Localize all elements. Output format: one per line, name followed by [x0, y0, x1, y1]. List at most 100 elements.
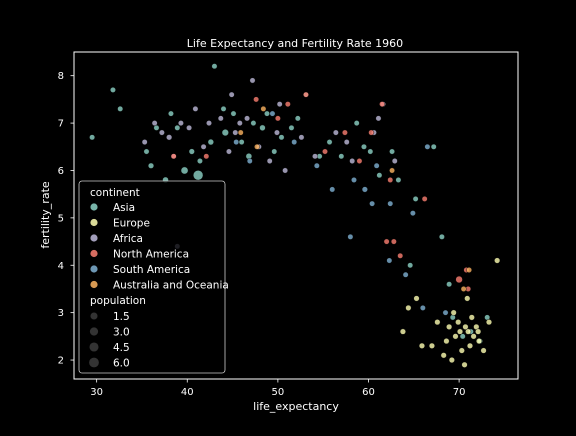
legend-size-label: 1.5: [113, 311, 130, 323]
legend-entry: Africa: [113, 233, 143, 245]
legend-size-label: 3.0: [113, 326, 130, 338]
data-point: [231, 111, 236, 116]
data-point: [239, 139, 244, 144]
data-point: [189, 149, 195, 155]
x-tick-label: 50: [272, 387, 285, 398]
data-point: [285, 101, 290, 106]
data-point: [212, 64, 217, 69]
y-tick-label: 8: [58, 71, 64, 82]
legend-entry: Australia and Oceania: [113, 279, 229, 291]
data-point: [403, 272, 408, 277]
data-point: [431, 144, 436, 149]
data-point: [274, 130, 279, 135]
legend-size-label: 6.0: [113, 357, 130, 369]
data-point: [441, 353, 447, 359]
data-point: [221, 106, 226, 111]
data-point: [414, 296, 420, 302]
legend-swatch: [90, 281, 97, 288]
data-point: [462, 362, 468, 368]
data-point: [233, 130, 238, 135]
chart-title: Life Expectancy and Fertility Rate 1960: [187, 37, 403, 50]
data-point: [388, 201, 393, 206]
data-point: [322, 149, 327, 154]
data-point: [465, 329, 471, 335]
y-tick-label: 4: [58, 261, 64, 272]
data-point: [148, 163, 154, 169]
data-point: [218, 116, 223, 121]
y-tick-label: 5: [58, 213, 64, 224]
data-point: [476, 338, 482, 344]
legend-swatch: [90, 265, 97, 272]
data-point: [229, 92, 234, 97]
data-point: [264, 111, 269, 116]
legend-swatch: [90, 250, 97, 257]
x-tick-label: 60: [362, 387, 375, 398]
data-point: [314, 163, 319, 168]
data-point: [327, 139, 332, 144]
legend-swatch: [90, 203, 97, 210]
data-point: [226, 149, 231, 154]
data-point: [333, 130, 338, 135]
data-point: [234, 139, 239, 144]
data-point: [469, 315, 475, 321]
data-point: [392, 158, 397, 163]
data-point: [279, 135, 284, 140]
legend-size-label: 4.5: [113, 342, 130, 354]
data-point: [166, 135, 172, 141]
data-point: [238, 130, 243, 135]
data-point: [435, 319, 441, 325]
data-point: [439, 234, 444, 239]
data-point: [272, 149, 277, 154]
legend-box: [79, 181, 225, 373]
data-point: [175, 125, 180, 130]
y-tick-label: 7: [58, 119, 64, 130]
data-point: [303, 92, 308, 97]
data-point: [494, 258, 500, 264]
data-point: [389, 149, 394, 154]
data-point: [351, 177, 356, 182]
data-point: [270, 111, 275, 116]
data-point: [275, 116, 280, 121]
legend-swatch: [90, 219, 97, 226]
data-point: [410, 210, 415, 215]
data-point: [144, 149, 149, 154]
data-point: [237, 120, 242, 125]
data-point: [348, 234, 353, 239]
data-point: [387, 258, 392, 263]
data-point: [377, 173, 382, 178]
legend-size-marker: [89, 342, 98, 351]
data-point: [253, 97, 258, 102]
x-tick-label: 70: [453, 387, 466, 398]
legend-entry: Asia: [113, 202, 135, 214]
data-point: [295, 116, 300, 121]
legend-swatch: [90, 234, 97, 241]
data-point: [443, 310, 448, 315]
data-point: [446, 282, 451, 287]
data-point: [261, 106, 266, 111]
data-point: [89, 135, 94, 140]
x-tick-label: 30: [90, 387, 103, 398]
data-point: [455, 319, 461, 325]
legend-size-marker: [90, 312, 97, 319]
data-point: [361, 144, 366, 149]
data-point: [349, 158, 354, 163]
data-point: [110, 87, 115, 92]
data-point: [396, 177, 401, 182]
legend-entry: North America: [113, 248, 189, 260]
data-point: [142, 139, 147, 144]
data-point: [406, 305, 412, 311]
legend-size-title: population: [90, 295, 146, 307]
data-point: [186, 125, 191, 130]
data-point: [282, 168, 287, 173]
data-point: [197, 158, 202, 163]
data-point: [444, 338, 450, 344]
data-point: [244, 116, 249, 121]
data-point: [251, 120, 256, 125]
data-point: [398, 253, 403, 258]
data-point: [389, 168, 394, 173]
data-point: [178, 120, 183, 125]
data-point: [357, 158, 362, 163]
data-point: [208, 139, 214, 145]
data-point: [247, 158, 252, 163]
